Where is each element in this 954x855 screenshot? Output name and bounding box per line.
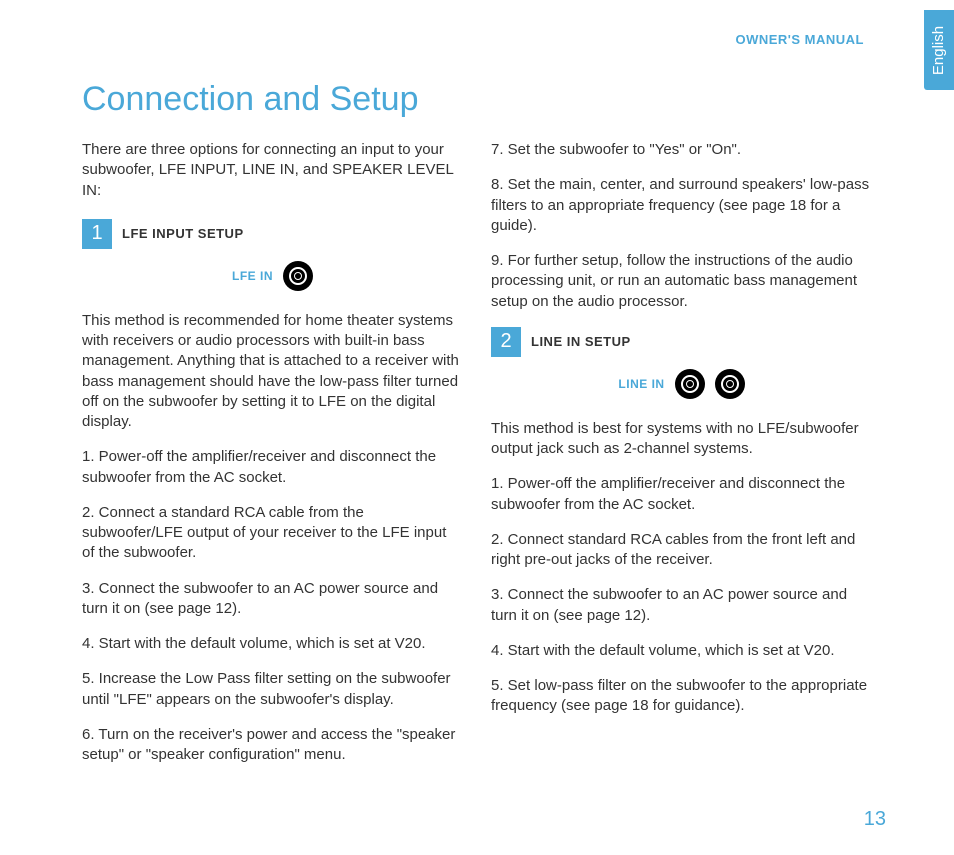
column-right: 7. Set the subwoofer to "Yes" or "On". 8… <box>491 140 872 780</box>
section-1-step-5: 5. Increase the Low Pass filter setting … <box>82 669 463 710</box>
section-2-header: 2 LINE IN SETUP <box>491 327 872 357</box>
content-area: There are three options for connecting a… <box>82 140 872 780</box>
lfe-jack-label: LFE IN <box>232 269 273 283</box>
section-1-badge: 1 <box>82 219 112 249</box>
section-1-body: This method is recommended for home thea… <box>82 311 463 433</box>
section-1-step-8: 8. Set the main, center, and surround sp… <box>491 175 872 236</box>
section-2-title: LINE IN SETUP <box>531 334 631 349</box>
section-1-title: LFE INPUT SETUP <box>122 226 244 241</box>
line-in-jack-label: LINE IN <box>618 377 664 391</box>
line-in-jack-row: LINE IN <box>491 369 872 399</box>
section-1-step-4: 4. Start with the default volume, which … <box>82 634 463 654</box>
rca-jack-icon <box>283 261 313 291</box>
section-2-step-3: 3. Connect the subwoofer to an AC power … <box>491 585 872 626</box>
section-1-header: 1 LFE INPUT SETUP <box>82 219 463 249</box>
section-2-body: This method is best for systems with no … <box>491 419 872 460</box>
page-number: 13 <box>864 808 886 831</box>
language-tab[interactable]: English <box>924 10 954 90</box>
column-left: There are three options for connecting a… <box>82 140 463 780</box>
page-title: Connection and Setup <box>82 80 418 119</box>
section-1-step-6: 6. Turn on the receiver's power and acce… <box>82 725 463 766</box>
section-2-step-4: 4. Start with the default volume, which … <box>491 641 872 661</box>
section-1-step-9: 9. For further setup, follow the instruc… <box>491 251 872 312</box>
section-2-badge: 2 <box>491 327 521 357</box>
section-2-step-2: 2. Connect standard RCA cables from the … <box>491 530 872 571</box>
rca-jack-icon <box>675 369 705 399</box>
section-1-step-3: 3. Connect the subwoofer to an AC power … <box>82 579 463 620</box>
language-tab-text: English <box>931 25 948 74</box>
section-2-step-1: 1. Power-off the amplifier/receiver and … <box>491 474 872 515</box>
section-2-step-5: 5. Set low-pass filter on the subwoofer … <box>491 676 872 717</box>
section-1-step-7: 7. Set the subwoofer to "Yes" or "On". <box>491 140 872 160</box>
header-label: OWNER'S MANUAL <box>735 32 864 47</box>
lfe-jack-row: LFE IN <box>82 261 463 291</box>
rca-jack-icon <box>715 369 745 399</box>
intro-text: There are three options for connecting a… <box>82 140 463 201</box>
section-1-step-2: 2. Connect a standard RCA cable from the… <box>82 503 463 564</box>
section-1-step-1: 1. Power-off the amplifier/receiver and … <box>82 447 463 488</box>
